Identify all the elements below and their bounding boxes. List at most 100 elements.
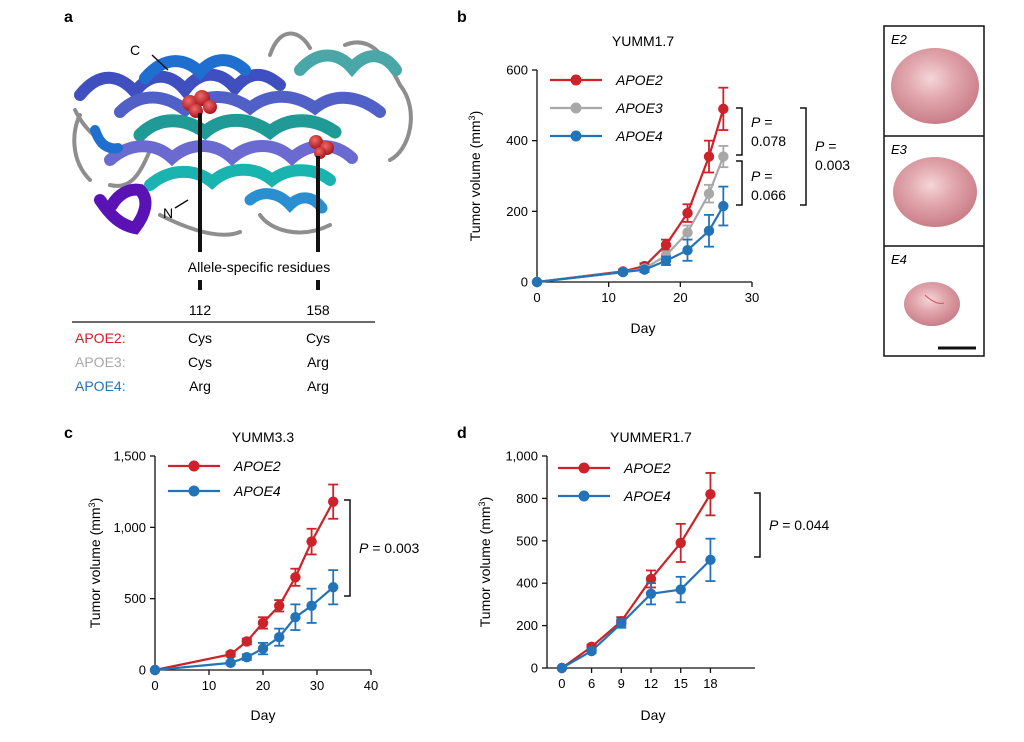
residue-table: APOE2: Cys Cys APOE3: Cys Arg APOE4: Arg Arg — [75, 330, 330, 394]
table-res112: Cys — [188, 354, 212, 370]
x-tick-label: 18 — [703, 676, 717, 691]
table-res158: Cys — [306, 330, 330, 346]
tumor-label-e3: E3 — [891, 142, 908, 157]
data-point-APOE2 — [682, 207, 693, 219]
data-point-APOE2 — [290, 572, 301, 583]
tumor-image-e4 — [904, 282, 960, 326]
table-allele-name: APOE4: — [75, 378, 126, 394]
chart-panel-d: 0 6 9 12 15 18 0 200 400 500 800 1,000 Day Tumor volu… — [477, 429, 830, 723]
y-tick-label: 600 — [506, 63, 528, 78]
legend-label-APOE2: APOE2 — [615, 72, 663, 88]
legend-label-APOE4: APOE4 — [615, 128, 663, 144]
chart-title: YUMMER1.7 — [610, 429, 692, 445]
data-point-APOE4 — [586, 645, 597, 657]
protein-ribbon-illustration — [72, 31, 413, 237]
data-point-APOE4 — [616, 618, 627, 629]
data-point-APOE4 — [328, 582, 339, 593]
legend-label-APOE2: APOE2 — [623, 460, 671, 476]
y-axis-label: Tumor volume (mm3) — [467, 111, 483, 242]
data-point-APOE2 — [703, 151, 715, 162]
data-point-APOE4 — [556, 662, 568, 674]
data-point-APOE4 — [675, 584, 686, 595]
y-tick-label: 1,000 — [505, 449, 538, 464]
p-value-label: P = — [751, 168, 772, 184]
data-point-APOE3 — [703, 188, 715, 199]
legend-label-APOE3: APOE3 — [615, 100, 663, 116]
x-tick-label: 9 — [618, 676, 625, 691]
tumor-image-e2 — [891, 48, 979, 124]
y-tick-label: 500 — [124, 591, 146, 606]
tumor-label-e4: E4 — [891, 252, 907, 267]
data-point-APOE4 — [306, 600, 317, 611]
data-point-APOE4 — [645, 588, 657, 599]
table-res158: Arg — [307, 378, 329, 394]
data-point-APOE4 — [660, 255, 672, 266]
data-point-APOE2 — [718, 103, 729, 115]
significance-bracket — [754, 492, 761, 558]
table-res112: Cys — [188, 330, 212, 346]
protein-structure-panel: C N Allele-specific residues 112 158 APO… — [72, 31, 413, 394]
y-tick-label: 1,000 — [113, 520, 146, 535]
y-tick-label: 200 — [506, 204, 528, 219]
significance-bracket — [344, 499, 351, 597]
data-point-APOE2 — [257, 617, 269, 629]
x-axis-label: Day — [631, 320, 656, 336]
data-point-APOE4 — [682, 245, 693, 256]
panel-letter-a: a — [64, 9, 73, 26]
p-value-label: P = — [751, 114, 772, 130]
legend-label-APOE2: APOE2 — [233, 458, 281, 474]
x-tick-label: 0 — [151, 678, 158, 693]
series-line-APOE3 — [536, 156, 725, 284]
table-allele-name: APOE3: — [75, 354, 126, 370]
x-tick-label: 0 — [533, 290, 540, 305]
allele-specific-caption: Allele-specific residues — [188, 259, 330, 275]
x-tick-label: 20 — [673, 290, 687, 305]
legend-label-APOE4: APOE4 — [623, 488, 671, 504]
x-axis-label: Day — [641, 707, 666, 723]
y-tick-label: 200 — [516, 618, 538, 633]
p-value-label: P = 0.044 — [769, 517, 830, 533]
data-point-APOE2 — [306, 536, 317, 547]
significance-bracket — [736, 107, 743, 156]
tumor-photo-panel: E2 E3 E4 — [883, 25, 985, 357]
residue-112-spheres — [182, 90, 217, 118]
panel-letter-b: b — [457, 9, 467, 26]
y-tick-label: 500 — [516, 533, 538, 548]
x-tick-label: 6 — [588, 676, 595, 691]
y-tick-label: 400 — [516, 576, 538, 591]
tumor-label-e2: E2 — [891, 32, 908, 47]
data-point-APOE4 — [617, 266, 629, 278]
p-value-number: 0.078 — [751, 133, 786, 149]
x-tick-label: 12 — [644, 676, 658, 691]
data-point-APOE2 — [705, 488, 716, 500]
x-tick-label: 30 — [310, 678, 324, 693]
y-tick-label: 1,500 — [113, 449, 146, 464]
p-value-label: P = — [815, 138, 836, 154]
data-point-APOE4 — [241, 651, 252, 663]
data-point-APOE4 — [290, 612, 301, 623]
chart-title: YUMM3.3 — [232, 429, 294, 445]
data-point-APOE2 — [660, 239, 672, 251]
x-tick-label: 10 — [601, 290, 615, 305]
data-point-APOE3 — [682, 227, 693, 238]
chart-panel-b: 0 10 20 30 0 200 400 600 Day Tumor volume (mm3) YU… — [467, 33, 850, 336]
data-point-APOE2 — [645, 573, 657, 585]
n-terminus-label: N — [163, 205, 173, 221]
x-tick-label: 20 — [256, 678, 270, 693]
y-tick-label: 800 — [516, 491, 538, 506]
x-axis-label: Day — [251, 707, 276, 723]
data-point-APOE4 — [639, 264, 650, 275]
data-point-APOE2 — [328, 496, 339, 507]
table-res158: Arg — [307, 354, 329, 370]
y-tick-label: 0 — [531, 661, 538, 676]
position-112-label: 112 — [189, 302, 212, 318]
data-point-APOE4 — [531, 276, 543, 288]
significance-bracket — [736, 160, 743, 206]
panel-letter-d: d — [457, 425, 467, 442]
residue-158-spheres — [309, 135, 334, 159]
chart-panel-c: 0 10 20 30 40 0 500 1,000 1,500 Day Tumor volume (… — [87, 429, 420, 723]
y-axis-label: Tumor volume (mm3) — [87, 498, 103, 629]
data-point-APOE4 — [705, 554, 716, 566]
table-allele-name: APOE2: — [75, 330, 126, 346]
